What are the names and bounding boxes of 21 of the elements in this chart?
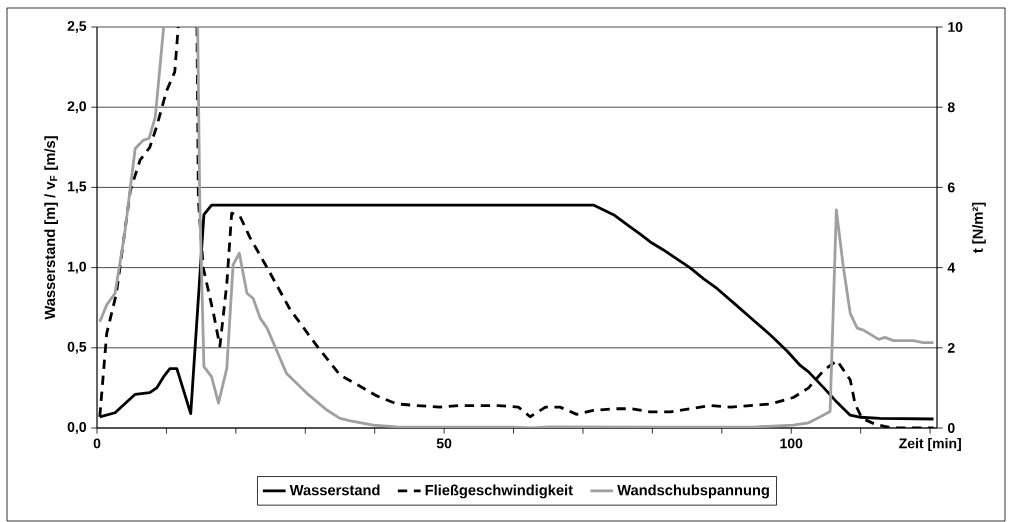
y-axis-title: Wasserstand [m] / v$_{F}$ [m/s]	[44, 136, 58, 320]
y-tick-label: 1,5	[68, 181, 87, 194]
y2-tick-label: 0	[947, 423, 955, 433]
y2-tick-label: 6	[947, 182, 955, 193]
x-tick-label: 100	[780, 438, 803, 449]
y2-tick-label: 4	[947, 262, 956, 273]
y2-tick-label: 8	[947, 102, 955, 113]
y-tick-label: 0,5	[67, 341, 87, 354]
y-tick-label: 1,0	[68, 261, 87, 274]
y2-tick-label: 2	[947, 342, 955, 353]
legend-label: Wasserstand	[289, 484, 380, 496]
legend-label: Fließgeschwindigkeit	[425, 484, 573, 499]
y-tick-label: 0,0	[67, 422, 87, 434]
y2-axis-title: t [N/m²]	[972, 202, 986, 253]
y-tick-label: 2,0	[67, 101, 87, 114]
y2-tick-label: 10	[948, 22, 963, 32]
legend-label: Wandschubspannung	[617, 484, 769, 499]
x-tick-label: 0	[93, 438, 101, 449]
x-axis-title: Zeit [min]	[899, 438, 961, 452]
y-tick-label: 2,5	[67, 21, 87, 33]
x-tick-label: 50	[436, 438, 452, 449]
